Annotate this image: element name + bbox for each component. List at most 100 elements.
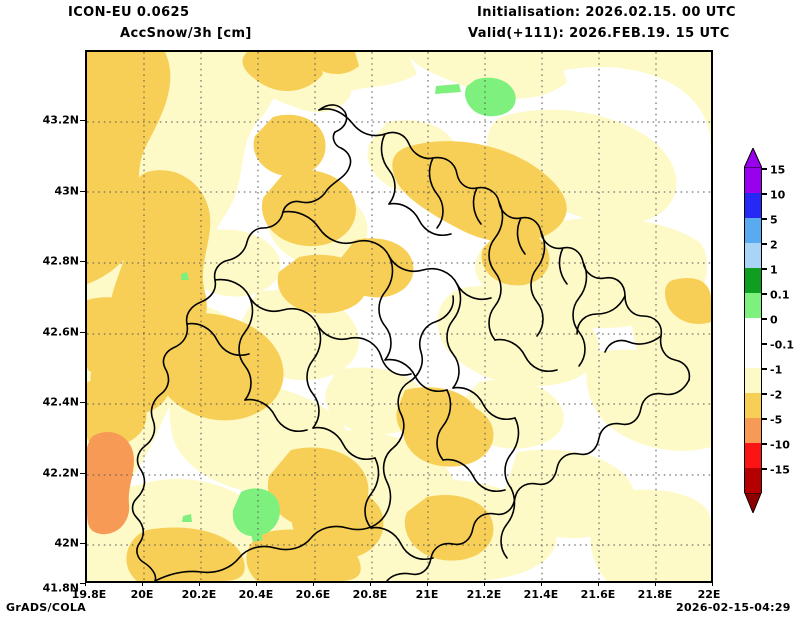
boundary-internal-25 <box>472 187 482 225</box>
boundary-north <box>318 108 691 381</box>
xtick-label: 21E <box>415 588 439 601</box>
colorbar-label: -15 <box>770 463 790 477</box>
boundary-internal-12 <box>452 386 516 420</box>
colorbar-band-5-10 <box>744 218 762 243</box>
colorbar-label: -5 <box>770 413 783 427</box>
xtick-mark <box>313 581 314 586</box>
xtick-label: 19.8E <box>71 588 107 601</box>
map-gridlines <box>87 52 711 581</box>
ytick-mark <box>80 120 85 121</box>
ytick-label: 42.2N <box>42 466 79 480</box>
ytick-mark <box>80 191 85 192</box>
ytick-mark <box>80 543 85 544</box>
xtick-mark <box>541 581 542 586</box>
colorbar-tick <box>762 243 767 245</box>
colorbar-label: -1 <box>770 363 783 377</box>
colorbar-tick <box>762 468 767 470</box>
colorbar-tick <box>762 368 767 370</box>
ytick-mark <box>80 583 85 584</box>
colorbar-label: -10 <box>770 438 790 452</box>
boundary-internal-22 <box>428 157 444 229</box>
colorbar-band-neg01-0 <box>744 343 762 368</box>
xtick-mark <box>712 581 713 586</box>
map-canvas <box>87 52 711 581</box>
ytick-label: 42.4N <box>42 395 79 409</box>
xtick-mark <box>142 581 143 586</box>
xtick-label: 22E <box>697 588 721 601</box>
xtick-label: 21.4E <box>523 588 559 601</box>
xtick-label: 21.8E <box>637 588 673 601</box>
xtick-label: 21.2E <box>466 588 502 601</box>
colorbar-tick <box>762 293 767 295</box>
colorbar-tick <box>762 193 767 195</box>
valid-time: Valid(+111): 2026.FEB.19. 15 UTC <box>468 26 730 41</box>
generation-timestamp: 2026-02-15-04:29 <box>676 601 791 614</box>
boundary-internal-3 <box>350 336 412 376</box>
colorbar-label: 0 <box>770 313 778 327</box>
map-plot-area <box>85 50 713 583</box>
xtick-label: 20.6E <box>295 588 331 601</box>
colorbar-label: 15 <box>770 163 786 177</box>
boundary-internal-30 <box>500 487 516 559</box>
ytick-label: 43.2N <box>42 113 79 127</box>
colorbar-band-10-15 <box>744 193 762 218</box>
boundary-internal-28 <box>442 458 506 492</box>
xtick-label: 20.4E <box>238 588 274 601</box>
boundary-internal-18 <box>244 398 308 432</box>
colorbar-tick <box>762 343 767 345</box>
ytick-label: 42N <box>54 536 79 550</box>
boundary-internal-19 <box>186 322 250 356</box>
shading-light-green <box>181 77 516 542</box>
xtick-label: 20E <box>130 588 154 601</box>
colorbar-label: 0.1 <box>770 288 790 302</box>
initialisation-time: Initialisation: 2026.02.15. 00 UTC <box>477 5 736 20</box>
colorbar-top-arrow-icon <box>744 148 762 168</box>
boundary-internal-21 <box>604 335 662 353</box>
colorbar-band-neg10-neg5 <box>744 443 762 468</box>
boundary-internal-27 <box>558 247 568 285</box>
colorbar-tick <box>762 443 767 445</box>
colorbar-label: 1 <box>770 263 778 277</box>
colorbar-label: -2 <box>770 388 783 402</box>
colorbar-label: 10 <box>770 188 786 202</box>
boundary-internal-6 <box>446 283 462 389</box>
boundary-internal-9 <box>572 261 588 367</box>
colorbar-label: 5 <box>770 213 778 227</box>
boundary-internal-8 <box>530 231 546 337</box>
xtick-mark <box>598 581 599 586</box>
xtick-mark <box>427 581 428 586</box>
xtick-label: 20.2E <box>181 588 217 601</box>
xtick-mark <box>85 581 86 586</box>
field-title: AccSnow/3h [cm] <box>120 26 252 41</box>
boundary-internal-13 <box>494 338 558 372</box>
ytick-mark <box>80 402 85 403</box>
colorbar-tick <box>762 318 767 320</box>
boundary-internal-14 <box>364 457 380 529</box>
ytick-label: 41.8N <box>42 581 79 595</box>
boundary-internal-24 <box>388 202 452 236</box>
boundary-south <box>154 295 455 581</box>
colorbar-band-1-2 <box>744 268 762 293</box>
colorbar-band-neg1-neg01 <box>744 368 762 393</box>
colorbar-band-0-01 <box>744 318 762 343</box>
ytick-mark <box>80 332 85 333</box>
ytick-label: 42.6N <box>42 325 79 339</box>
colorbar-band-neg2-neg1 <box>744 393 762 418</box>
ytick-mark <box>80 473 85 474</box>
colorbar-label: -0.1 <box>770 338 795 352</box>
boundary-internal-15 <box>436 389 452 461</box>
model-title: ICON-EU 0.0625 <box>68 5 190 20</box>
boundary-internal-4 <box>306 323 322 429</box>
boundary-internal-2 <box>214 278 352 340</box>
xtick-mark <box>484 581 485 586</box>
xtick-mark <box>370 581 371 586</box>
colorbar-tick <box>762 268 767 270</box>
colorbar-band-neg5-neg2 <box>744 418 762 443</box>
boundary-east <box>386 379 690 581</box>
boundary-internal-5 <box>378 255 394 361</box>
boundary-west <box>131 104 352 581</box>
colorbar-tick <box>762 218 767 220</box>
shading-orange-dark <box>87 432 134 535</box>
colorbar-label: 2 <box>770 238 778 252</box>
